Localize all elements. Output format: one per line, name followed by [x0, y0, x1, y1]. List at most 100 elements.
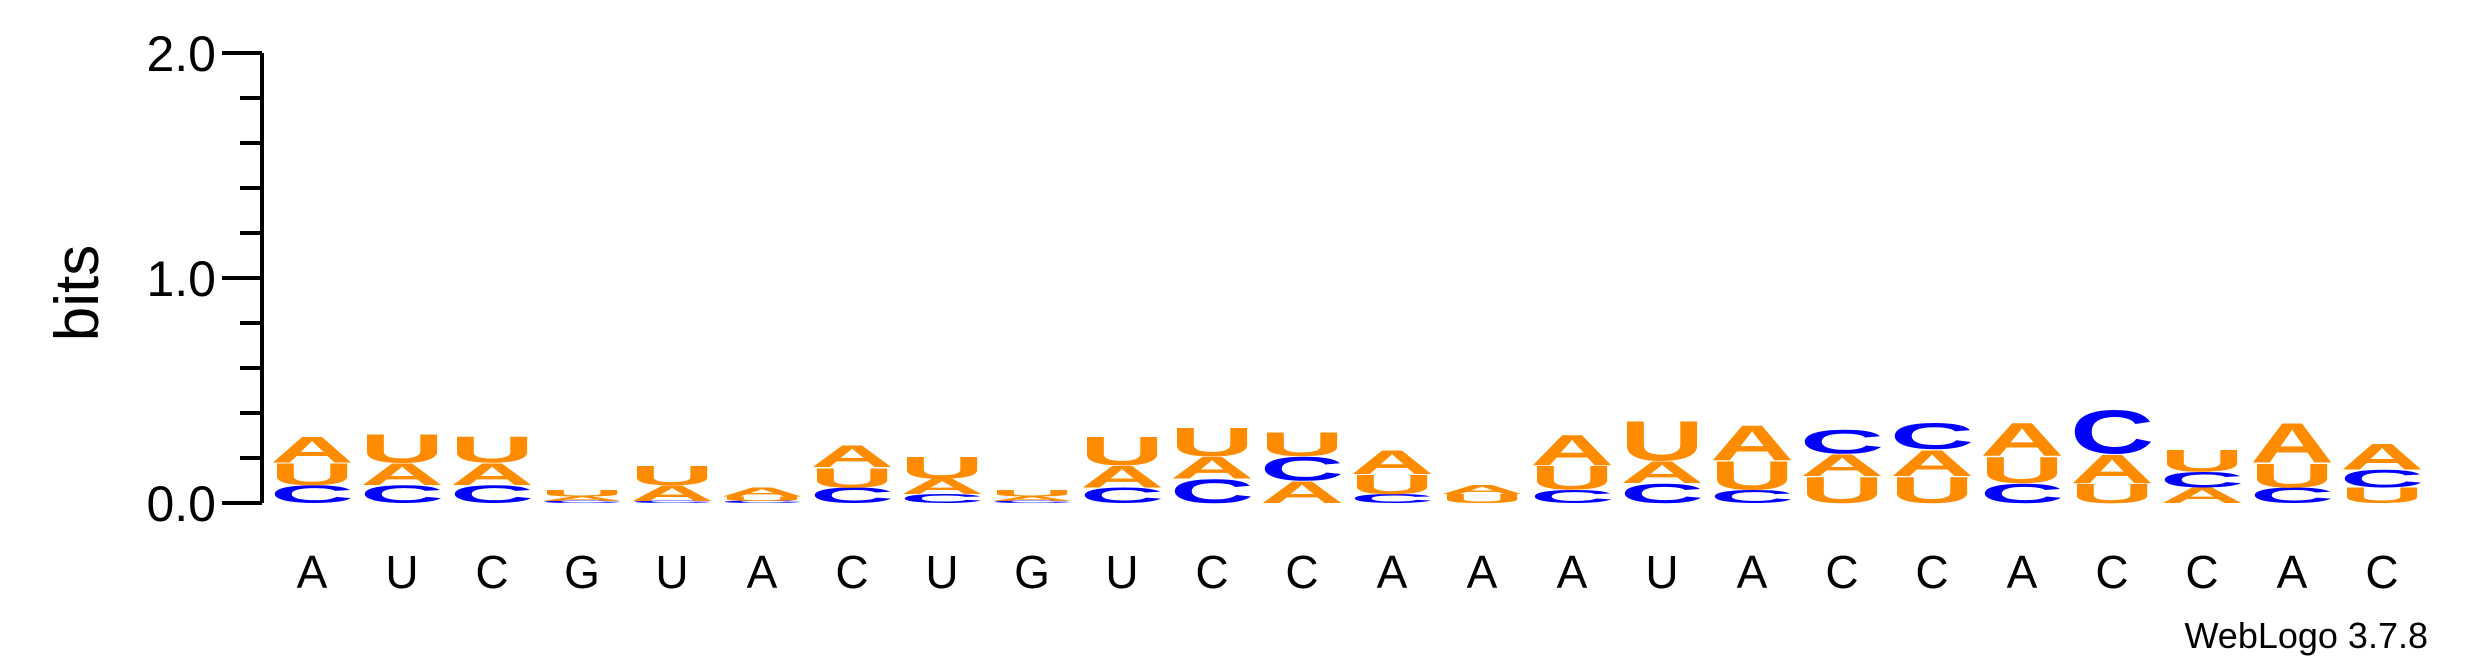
y-tick-label: 2.0 — [146, 26, 216, 82]
logo-letter: A — [2160, 483, 2244, 508]
logo-letter: A — [630, 481, 714, 506]
logo-letter: A — [1080, 459, 1164, 494]
logo-letter: U — [1440, 492, 1524, 506]
logo-letter: U — [900, 450, 984, 485]
logo-letter: A — [1980, 414, 2064, 466]
logo-letter: A — [2070, 446, 2154, 492]
logo-letter: U — [1620, 410, 1704, 473]
logo-letter: U — [450, 429, 534, 471]
x-tick-label: A — [1557, 546, 1588, 598]
logo-letter: C — [1980, 477, 2064, 508]
logo-letter: U — [270, 457, 354, 492]
logo-letter: C — [1170, 472, 1254, 510]
logo-letter: A — [1800, 448, 1884, 483]
logo-letter: U — [2070, 477, 2154, 508]
weblogo-credit: WebLogo 3.7.8 — [2184, 615, 2428, 656]
logo-letter: U — [990, 488, 1074, 499]
logo-letter: C — [1620, 477, 1704, 508]
logo-letter: U — [2160, 444, 2244, 479]
x-tick-label: C — [1195, 546, 1228, 598]
logo-letter: U — [1890, 470, 1974, 512]
logo-letter: A — [2340, 436, 2424, 478]
logo-letter: C — [810, 483, 894, 508]
x-tick-label: U — [1105, 546, 1138, 598]
logo-letter: C — [2340, 465, 2424, 493]
x-tick-label: C — [2185, 546, 2218, 598]
logo-letter: U — [540, 488, 624, 499]
logo-letter: U — [1080, 428, 1164, 474]
logo-letter: A — [1170, 450, 1254, 485]
logo-letter: U — [1170, 419, 1254, 465]
x-tick-label: A — [297, 546, 328, 598]
logo-letter: C — [2250, 483, 2334, 508]
logo-letter: C — [270, 480, 354, 508]
logo-letter: C — [1800, 423, 1884, 461]
x-tick-label: C — [1285, 546, 1318, 598]
logo-letter: A — [720, 485, 804, 499]
logo-letter: C — [1080, 483, 1164, 508]
logo-letter: A — [900, 474, 984, 499]
logo-letter: C — [1530, 486, 1614, 507]
x-tick-label: C — [1825, 546, 1858, 598]
logo-letter: C — [990, 500, 1074, 503]
x-tick-label: G — [1014, 546, 1050, 598]
logo-letter: C — [900, 492, 984, 506]
logo-letter: A — [270, 429, 354, 471]
logo-letter: U — [2340, 483, 2424, 508]
logo-letter: C — [720, 500, 804, 503]
logo-letter: U — [1980, 449, 2064, 491]
logo-letter: A — [2250, 412, 2334, 475]
x-tick-label: U — [655, 546, 688, 598]
x-tick-label: U — [385, 546, 418, 598]
x-tick-label: C — [475, 546, 508, 598]
logo-letter: A — [1530, 425, 1614, 474]
logo-letter: A — [810, 439, 894, 474]
x-tick-label: C — [2365, 546, 2398, 598]
x-tick-label: C — [1915, 546, 1948, 598]
logo-letter: C — [360, 480, 444, 508]
logo-letter: C — [2160, 467, 2244, 492]
logo-letter: U — [1350, 468, 1434, 499]
x-tick-label: A — [2007, 546, 2038, 598]
logo-letter: C — [1260, 450, 1344, 488]
logo-letter: A — [1260, 475, 1344, 510]
logo-letter: C — [1710, 486, 1794, 507]
logo-letter: A — [1350, 443, 1434, 481]
y-axis-title: bits — [43, 245, 112, 341]
x-tick-label: G — [564, 546, 600, 598]
logo-letter: C — [540, 500, 624, 503]
logo-letter: C — [630, 500, 714, 503]
logo-letter: A — [1890, 443, 1974, 485]
logo-letter: A — [1620, 455, 1704, 490]
x-tick-label: A — [747, 546, 778, 598]
x-tick-label: A — [1467, 546, 1498, 598]
logo-letter: U — [1800, 470, 1884, 512]
x-tick-label: C — [2095, 546, 2128, 598]
logo-letter: C — [1890, 416, 1974, 458]
logo-letter: U — [1530, 459, 1614, 497]
x-tick-label: A — [1377, 546, 1408, 598]
logo-letter: C — [2070, 397, 2154, 467]
logo-letter: U — [2250, 456, 2334, 494]
logo-letter: C — [450, 480, 534, 508]
x-tick-label: A — [2277, 546, 2308, 598]
x-tick-label: U — [925, 546, 958, 598]
logo-letter: U — [720, 495, 804, 502]
y-tick-label: 1.0 — [146, 251, 216, 307]
logo-letter: U — [810, 462, 894, 493]
x-tick-label: C — [835, 546, 868, 598]
logo-letter: A — [990, 495, 1074, 502]
logo-letter: U — [630, 459, 714, 490]
x-tick-label: U — [1645, 546, 1678, 598]
logo-letter: A — [450, 457, 534, 492]
logo-letter: U — [1710, 453, 1794, 499]
y-axis-ticks: 0.0 1.0 2.0 — [146, 26, 262, 532]
logo-letter: A — [1440, 483, 1524, 497]
y-tick-label: 0.0 — [146, 476, 216, 532]
logo-letter: A — [1710, 416, 1794, 472]
logo-letter: A — [360, 457, 444, 492]
logo-letter: U — [360, 426, 444, 472]
